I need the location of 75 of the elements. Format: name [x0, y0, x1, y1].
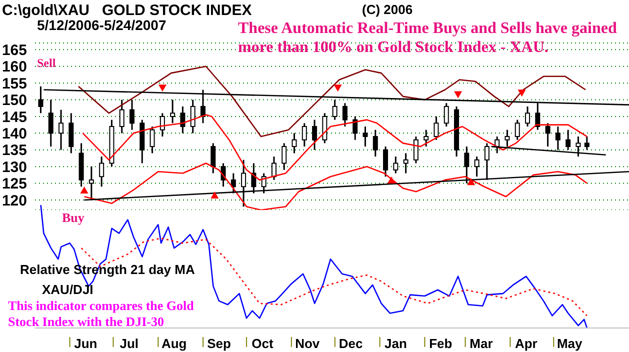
candlestick — [170, 99, 176, 124]
candlestick — [393, 156, 398, 174]
x-tick-label: Jul — [120, 336, 139, 351]
x-tick-label: Nov — [295, 336, 320, 351]
candlestick — [282, 142, 287, 171]
x-tick-label: Aug — [161, 336, 187, 351]
candlestick — [129, 99, 134, 131]
x-tick-label: Apr — [514, 336, 538, 351]
candlestick — [119, 99, 124, 134]
x-tick-label: Feb — [429, 336, 452, 351]
text: (C) 2006 — [362, 2, 413, 17]
candlestick — [403, 152, 408, 174]
annotation: Buy — [62, 210, 84, 226]
candlestick — [383, 146, 388, 178]
candlestick — [514, 119, 520, 141]
candlestick — [38, 86, 44, 114]
chart-subtitle: 5/12/2006-5/24/2007 — [37, 17, 166, 33]
candlestick — [160, 112, 165, 138]
candlestick — [525, 106, 530, 128]
line-series — [84, 162, 588, 210]
point — [334, 84, 342, 92]
candlestick — [68, 112, 74, 154]
candlestick — [99, 156, 104, 188]
candlestick — [424, 129, 429, 148]
chart-title: C:\gold\XAU GOLD STOCK INDEX — [2, 2, 252, 19]
point — [158, 84, 166, 92]
y-tick-label: 150 — [2, 92, 27, 110]
candlestick — [210, 142, 216, 174]
annotation: This indicator compares the Gold Stock Index with the DJI-30 — [8, 298, 195, 330]
candlestick — [444, 102, 449, 128]
line-series — [78, 66, 586, 138]
x-tick-label: Mar — [470, 336, 493, 351]
candlestick — [292, 132, 297, 154]
y-tick-label: 155 — [2, 75, 27, 92]
annotation: Sell — [37, 56, 56, 71]
y-tick-label: 140 — [2, 126, 27, 143]
candlestick — [322, 112, 328, 144]
x-tick-label: Dec — [338, 336, 363, 351]
y-tick-label: 145 — [2, 108, 27, 126]
candlestick — [413, 136, 418, 164]
annotation: These Automatic Real-Time Buys and Sells have gained more than 100% on Gold Stock Index - XAU. — [238, 19, 618, 57]
x-tick-label: Oct — [252, 336, 274, 351]
candlestick — [48, 99, 54, 148]
candlestick — [434, 116, 439, 141]
candlestick — [342, 102, 348, 128]
candlestick — [180, 106, 186, 134]
candlestick — [271, 156, 276, 181]
y-tick-label: 120 — [2, 192, 27, 210]
x-tick-label: May — [556, 336, 584, 351]
candlestick — [362, 126, 368, 148]
candlestick — [150, 126, 155, 154]
y-tick-label: 130 — [2, 158, 27, 176]
y-tick-label: 160 — [2, 58, 27, 76]
candlestick — [474, 156, 480, 178]
point — [210, 191, 219, 198]
point — [387, 176, 396, 184]
y-tick-label: 125 — [2, 176, 27, 193]
x-tick-label: Jun — [74, 336, 98, 351]
point — [80, 186, 88, 194]
candlestick — [332, 99, 338, 121]
candlestick — [312, 119, 318, 151]
x-tick-label: Jan — [384, 336, 408, 351]
y-tick-label: 165 — [2, 42, 27, 60]
point — [518, 90, 526, 97]
point — [467, 178, 476, 186]
y-tick-label: 135 — [2, 142, 27, 160]
annotation: XAU/DJI — [42, 282, 94, 297]
candlestick — [58, 109, 64, 151]
candlestick — [190, 99, 196, 134]
candlestick — [584, 136, 590, 151]
candlestick — [372, 129, 378, 158]
x-tick-label: Sep — [207, 336, 231, 351]
candlestick — [302, 122, 307, 148]
point — [454, 91, 462, 98]
candlestick — [545, 122, 550, 148]
